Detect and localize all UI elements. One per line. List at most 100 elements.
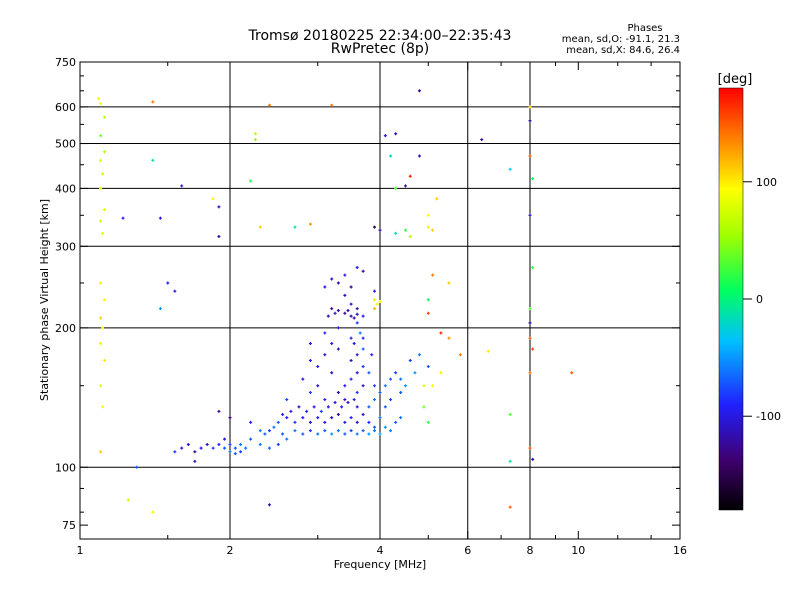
echo-point: [233, 452, 237, 456]
echo-point: [528, 307, 532, 311]
echo-point: [205, 442, 209, 446]
echo-point: [173, 289, 177, 293]
y-tick-label: 750: [55, 56, 76, 69]
echo-point: [373, 425, 377, 429]
echo-point: [99, 316, 103, 320]
echo-point: [349, 359, 353, 363]
echo-point: [151, 510, 155, 514]
echo-point: [528, 336, 532, 340]
echo-point: [389, 377, 393, 381]
echo-point: [319, 409, 323, 413]
stats-line-x: mean, sd,X: 84.6, 26.4: [566, 45, 680, 56]
echo-point: [426, 311, 430, 315]
echo-point: [330, 416, 334, 420]
echo-point: [336, 281, 340, 285]
echo-point: [528, 446, 532, 450]
echo-point: [103, 359, 107, 363]
axis-ticks: 1 2 4 6 8 10 16 75 100 200 300 400 500 600 750: [55, 56, 687, 557]
echo-point: [326, 405, 330, 409]
echo-point: [99, 281, 103, 285]
echo-point: [394, 420, 398, 424]
echo-point: [349, 336, 353, 340]
echo-point: [249, 437, 253, 441]
echo-point: [486, 349, 490, 353]
echo-point: [103, 298, 107, 302]
stats-line-o: mean, sd,O: -91.1, 21.3: [562, 34, 680, 45]
echo-point: [361, 269, 365, 273]
echo-point: [383, 384, 387, 388]
echo-point: [373, 298, 377, 302]
echo-point: [199, 446, 203, 450]
echo-point: [330, 432, 334, 436]
echo-point: [361, 384, 365, 388]
echo-point: [373, 429, 377, 433]
echo-point: [249, 420, 253, 424]
echo-point: [343, 420, 347, 424]
echo-point: [528, 105, 532, 109]
echo-point: [361, 412, 365, 416]
echo-point: [281, 432, 285, 436]
echo-point: [349, 314, 353, 318]
echo-point: [408, 234, 412, 238]
echo-point: [305, 409, 309, 413]
echo-point: [253, 138, 257, 142]
echo-point: [431, 228, 435, 232]
echo-point: [276, 420, 280, 424]
echo-point: [355, 391, 359, 395]
echo-point: [180, 184, 184, 188]
echo-point: [435, 197, 439, 201]
echo-point: [343, 293, 347, 297]
echo-point: [417, 154, 421, 158]
echo-point: [343, 273, 347, 277]
echo-point: [323, 353, 327, 357]
echo-point: [272, 425, 276, 429]
x-tick-label: 4: [377, 544, 384, 557]
echo-point: [447, 281, 451, 285]
echo-point: [399, 391, 403, 395]
echo-point: [211, 446, 215, 450]
chart-subtitle: RwPretec (8p): [331, 41, 429, 57]
echo-point: [173, 450, 177, 454]
echo-point: [352, 398, 356, 402]
echo-point: [361, 347, 365, 351]
echo-point: [336, 412, 340, 416]
echo-point: [151, 158, 155, 162]
echo-point: [151, 100, 155, 104]
echo-point: [373, 225, 377, 229]
echo-point: [389, 154, 393, 158]
echo-point: [422, 384, 426, 388]
y-tick-label: 400: [55, 182, 76, 195]
echo-point: [330, 342, 334, 346]
colorbar-tick-label: 100: [756, 176, 777, 189]
echo-point: [355, 420, 359, 424]
echo-point: [355, 353, 359, 357]
echo-point: [333, 311, 337, 315]
y-tick-label: 100: [55, 461, 76, 474]
colorbar-tick-label: -100: [756, 410, 781, 423]
echo-point: [126, 498, 130, 502]
y-tick-label: 600: [55, 101, 76, 114]
echo-point: [316, 432, 320, 436]
echo-point: [383, 425, 387, 429]
echo-point: [383, 134, 387, 138]
echo-point: [233, 446, 237, 450]
echo-point: [316, 416, 320, 420]
echo-point: [326, 314, 330, 318]
echo-point: [316, 365, 320, 369]
echo-point: [346, 309, 350, 313]
echo-point: [349, 416, 353, 420]
echo-point: [281, 412, 285, 416]
echo-point: [343, 432, 347, 436]
y-tick-label: 500: [55, 138, 76, 151]
echo-point: [297, 405, 301, 409]
echo-point: [308, 420, 312, 424]
echo-point: [340, 405, 344, 409]
x-tick-label: 1: [77, 544, 84, 557]
echo-point: [308, 359, 312, 363]
echo-point: [508, 167, 512, 171]
echo-point: [373, 307, 377, 311]
colorbar-label: [deg]: [718, 72, 753, 87]
echo-point: [158, 307, 162, 311]
echo-point: [239, 442, 243, 446]
